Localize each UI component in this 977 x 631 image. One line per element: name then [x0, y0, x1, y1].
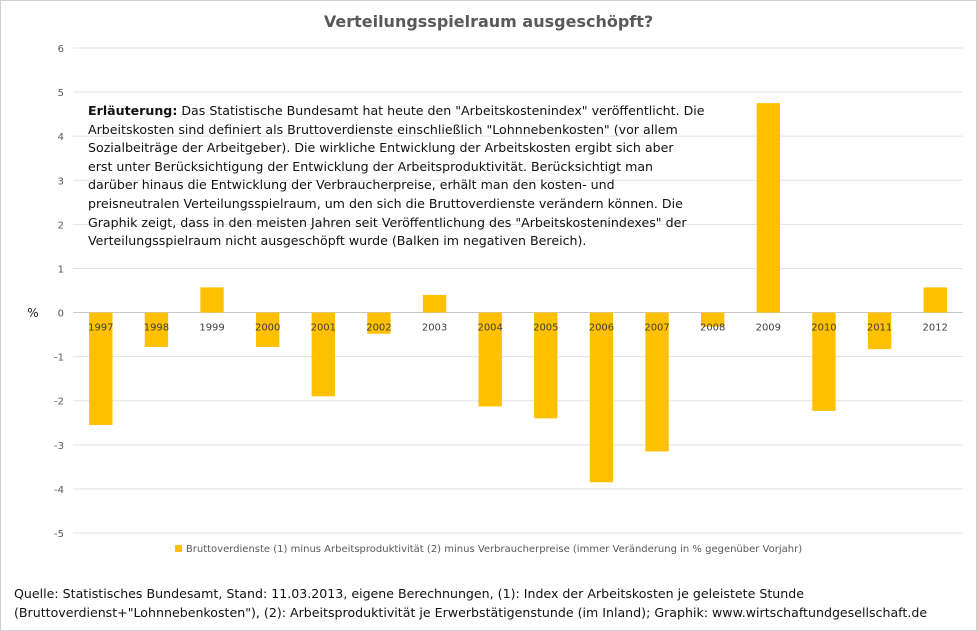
y-tick-label: 5 — [58, 88, 64, 99]
x-tick-label: 2004 — [477, 323, 502, 334]
legend: Bruttoverdienste (1) minus Arbeitsproduk… — [0, 544, 977, 555]
bar-2008 — [701, 312, 725, 327]
x-tick-label: 2001 — [311, 323, 336, 334]
explanation-text: Erläuterung: Das Statistische Bundesamt … — [88, 102, 713, 251]
x-tick-label: 1997 — [88, 323, 113, 334]
x-tick-label: 2003 — [422, 323, 447, 334]
bar-1999 — [200, 287, 224, 313]
x-tick-label: 2011 — [867, 323, 892, 334]
bars — [89, 103, 947, 483]
y-tick-label: -3 — [54, 441, 64, 452]
y-tick-label: -1 — [54, 353, 64, 364]
bar-2009 — [756, 103, 780, 313]
bar-2007 — [645, 312, 669, 452]
bar-2006 — [589, 312, 614, 483]
x-axis-labels: 1997 1998 1999 2000 2001 2002 2003 2004 2005 2006… — [88, 323, 948, 334]
bar-2000 — [256, 312, 280, 347]
legend-swatch — [174, 545, 182, 552]
explanation-line: Das Statistische Bundesamt hat heute den… — [177, 103, 705, 118]
y-tick-label: 3 — [58, 176, 64, 187]
y-tick-label: -2 — [54, 397, 64, 408]
y-axis-unit-label: % — [27, 306, 38, 320]
x-tick-label: 1999 — [199, 323, 224, 334]
bar-2002 — [367, 312, 391, 334]
x-tick-label: 2007 — [644, 323, 669, 334]
explanation-line: Verteilungsspielraum nicht ausgeschöpft … — [88, 233, 587, 249]
bar-1998 — [144, 312, 169, 347]
explanation-line: erst unter Berücksichtigung der Entwickl… — [88, 158, 654, 174]
bar-1997 — [89, 312, 113, 425]
bar-2011 — [867, 312, 892, 350]
y-tick-label: -5 — [54, 529, 64, 540]
y-tick-label: 4 — [58, 132, 64, 143]
explanation-line: Graphik zeigt, dass in den meisten Jahre… — [88, 214, 687, 230]
x-tick-label: 2012 — [922, 323, 947, 334]
x-tick-label: 2006 — [589, 323, 614, 334]
source-note: Quelle: Statistisches Bundesamt, Stand: … — [14, 585, 964, 622]
bar-2010 — [812, 312, 836, 411]
x-tick-label: 1998 — [144, 323, 169, 334]
y-tick-label: 0 — [58, 309, 64, 320]
bar-2001 — [311, 312, 335, 397]
x-tick-label: 2008 — [700, 323, 725, 334]
y-tick-label: 2 — [58, 220, 64, 231]
bar-2004 — [478, 312, 502, 407]
y-axis-ticks: 6 5 4 3 2 1 0 -1 -2 -3 -4 -5 — [54, 44, 64, 540]
explanation-line: darüber hinaus die Entwicklung der Verbr… — [88, 177, 615, 193]
bar-2012 — [923, 287, 947, 313]
x-tick-label: 2005 — [533, 323, 558, 334]
source-line: (Bruttoverdienst+"Lohnnebenkosten"), (2)… — [14, 604, 928, 620]
explanation-heading: Erläuterung: — [88, 103, 178, 118]
explanation-line: Arbeitskosten sind definiert als Bruttov… — [88, 121, 678, 137]
x-tick-label: 2010 — [811, 323, 836, 334]
y-tick-label: 6 — [58, 44, 64, 55]
explanation-line: preisneutralen Verteilungsspielraum, um … — [88, 195, 683, 211]
x-tick-label: 2000 — [255, 323, 280, 334]
y-tick-label: 1 — [58, 264, 64, 275]
source-line: Quelle: Statistisches Bundesamt, Stand: … — [14, 586, 804, 601]
bar-2005 — [534, 312, 558, 419]
x-tick-label: 2009 — [756, 323, 781, 334]
chart-title: Verteilungsspielraum ausgeschöpft? — [323, 12, 654, 31]
x-tick-label: 2002 — [366, 323, 391, 334]
bar-2003 — [422, 294, 447, 313]
explanation-line: Sozialbeiträge der Arbeitgeber). Die wir… — [88, 140, 674, 156]
legend-label: Bruttoverdienste (1) minus Arbeitsproduk… — [185, 544, 803, 555]
y-tick-label: -4 — [54, 485, 64, 496]
